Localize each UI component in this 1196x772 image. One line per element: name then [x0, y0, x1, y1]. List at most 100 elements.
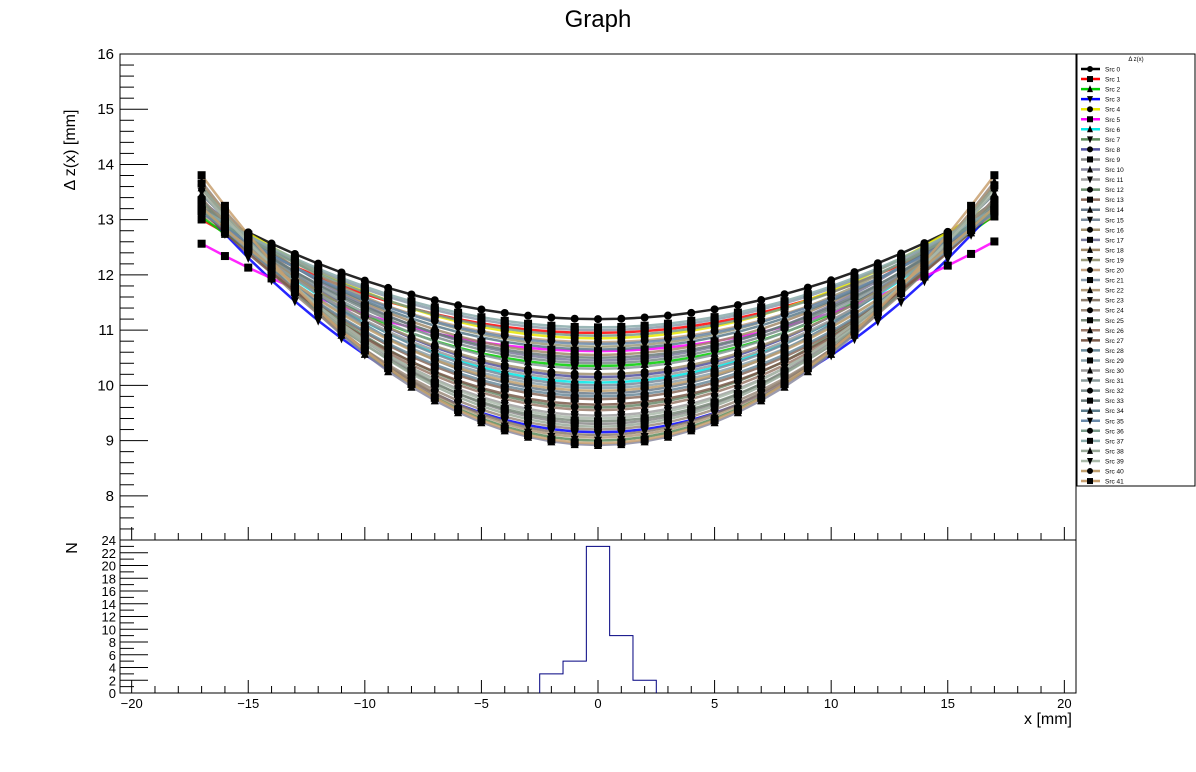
data-point [430, 303, 439, 312]
legend-marker [1087, 297, 1093, 305]
data-point [827, 315, 836, 325]
data-point [617, 404, 626, 414]
data-point [430, 355, 439, 364]
legend-marker [1087, 417, 1093, 425]
data-point [570, 369, 579, 378]
data-point [780, 357, 789, 367]
data-point [617, 438, 626, 447]
data-point [430, 317, 439, 327]
hist-y-tick-label: 18 [102, 571, 116, 586]
data-point [733, 353, 742, 363]
data-point [733, 405, 742, 414]
legend-label: Src 33 [1105, 398, 1124, 405]
data-point [547, 435, 556, 444]
legend-label: Src 4 [1105, 107, 1121, 114]
data-point [244, 263, 253, 272]
legend-label: Src 2 [1105, 87, 1121, 94]
data-point [594, 339, 602, 349]
data-point [477, 313, 486, 322]
legend-label: Src 24 [1105, 308, 1124, 315]
data-point [524, 414, 533, 424]
data-point [873, 288, 882, 298]
data-point [524, 359, 533, 369]
data-point [733, 308, 742, 317]
legend-label: Src 39 [1105, 458, 1124, 465]
data-point [617, 386, 626, 395]
data-point [687, 332, 696, 342]
legend-label: Src 22 [1105, 288, 1124, 295]
data-point [687, 365, 696, 375]
data-point [897, 254, 906, 263]
x-tick-label: −20 [121, 696, 143, 711]
data-point [733, 364, 742, 373]
data-point [500, 308, 509, 317]
data-point [500, 345, 509, 354]
data-point [780, 321, 789, 330]
data-point [803, 303, 812, 313]
data-point [547, 427, 556, 437]
data-point [454, 405, 463, 414]
hist-y-tick-label: 22 [102, 546, 116, 561]
legend-label: Src 35 [1105, 418, 1124, 425]
data-point [663, 349, 672, 358]
data-point [570, 331, 579, 340]
legend-marker [1087, 66, 1093, 72]
data-point [710, 416, 719, 425]
legend-label: Src 13 [1105, 197, 1124, 204]
legend-marker [1087, 96, 1093, 104]
data-point [710, 359, 719, 369]
data-point [594, 386, 602, 395]
data-point [687, 376, 696, 385]
data-point [757, 393, 766, 402]
data-point [803, 335, 812, 344]
hist-y-tick-label: 10 [102, 622, 116, 637]
legend-marker [1087, 457, 1093, 465]
data-point [640, 321, 649, 330]
legend-label: Src 8 [1105, 147, 1121, 154]
data-point [780, 304, 789, 313]
data-point [943, 254, 952, 264]
data-point [430, 393, 439, 402]
data-point [454, 323, 463, 333]
data-point [500, 424, 509, 433]
data-point [640, 338, 649, 348]
data-point [850, 285, 859, 295]
data-point [850, 319, 859, 329]
legend-label: Src 27 [1105, 338, 1124, 345]
data-point [850, 327, 859, 336]
data-point [780, 290, 789, 299]
data-point [547, 372, 556, 382]
data-point [617, 420, 626, 430]
data-point [547, 338, 556, 348]
data-point [430, 381, 439, 391]
series-layer [197, 171, 999, 450]
data-point [827, 335, 836, 345]
data-point [524, 311, 533, 320]
legend-marker [1087, 377, 1093, 385]
legend-label: Src 10 [1105, 167, 1124, 174]
hist-y-tick-label: 8 [109, 635, 116, 650]
data-point [477, 383, 486, 393]
data-point [290, 282, 299, 291]
data-point [710, 341, 719, 350]
data-point [570, 353, 579, 362]
legend-marker [1087, 446, 1093, 454]
legend-marker [1087, 216, 1093, 224]
legend-label: Src 9 [1105, 157, 1121, 164]
data-point [967, 224, 976, 233]
data-point [454, 376, 463, 386]
data-point [943, 243, 952, 252]
legend-marker [1087, 116, 1093, 123]
data-point [524, 394, 533, 404]
data-point [640, 411, 649, 421]
data-point [220, 252, 229, 261]
data-point [803, 290, 812, 299]
data-point [454, 335, 463, 344]
data-point [314, 288, 323, 298]
y-tick-label: 16 [97, 46, 114, 63]
legend-label: Src 11 [1105, 177, 1124, 184]
legend-label: Src 36 [1105, 428, 1124, 435]
legend-label: Src 31 [1105, 378, 1124, 385]
data-point [663, 319, 672, 328]
data-point [454, 386, 463, 396]
